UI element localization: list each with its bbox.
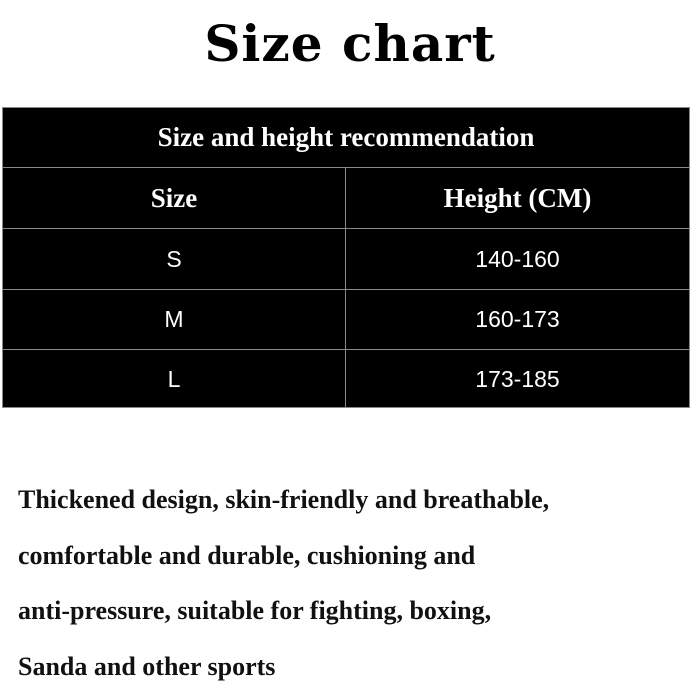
header-height: Height (CM) xyxy=(443,182,592,213)
height-cell: 173-185 xyxy=(475,365,560,392)
table-row: S 140-160 xyxy=(3,228,689,289)
page-title: Size chart xyxy=(204,14,496,73)
size-cell: L xyxy=(3,350,346,408)
header-size: Size xyxy=(3,168,346,228)
description-line: Thickened design, skin-friendly and brea… xyxy=(18,485,550,514)
size-table: Size and height recommendation Size Heig… xyxy=(2,107,690,408)
height-cell: 140-160 xyxy=(475,245,560,272)
table-row: L 173-185 xyxy=(3,349,689,408)
size-cell: M xyxy=(3,290,346,349)
table-row: M 160-173 xyxy=(3,289,689,349)
description-line: anti-pressure, suitable for fighting, bo… xyxy=(18,596,492,625)
description-line: comfortable and durable, cushioning and xyxy=(18,540,476,570)
description-line: Sanda and other sports xyxy=(18,651,276,681)
height-cell: 160-173 xyxy=(475,306,560,332)
size-cell: S xyxy=(3,229,346,289)
table-caption: Size and height recommendation xyxy=(157,122,535,152)
table-header-row: Size Height (CM) xyxy=(3,167,689,228)
product-description: Thickened design, skin-friendly and brea… xyxy=(18,472,700,694)
